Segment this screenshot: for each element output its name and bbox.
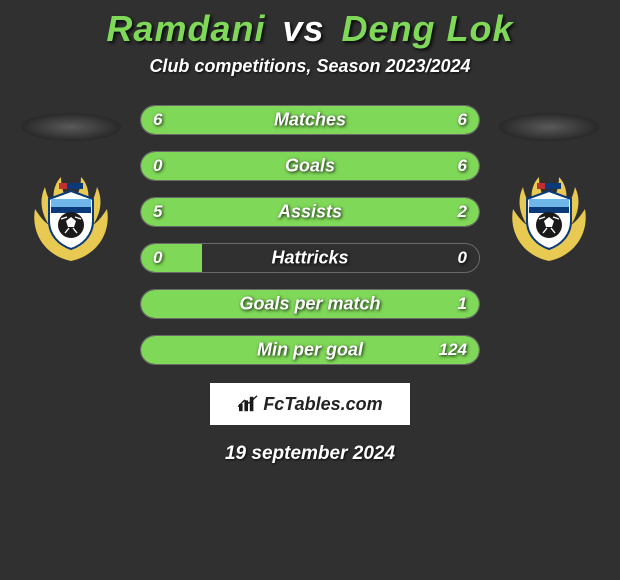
stat-value-right: 6 xyxy=(458,110,467,130)
comparison-container: Ramdani vs Deng Lok Club competitions, S… xyxy=(0,0,620,465)
attribution-text: FcTables.com xyxy=(263,394,382,415)
stat-bar: Matches 6 6 xyxy=(140,105,480,135)
stat-bar: Min per goal 124 xyxy=(140,335,480,365)
stat-value-right: 124 xyxy=(439,340,467,360)
stat-label: Matches xyxy=(274,110,346,131)
subtitle: Club competitions, Season 2023/2024 xyxy=(149,56,470,77)
date-text: 19 september 2024 xyxy=(225,443,395,465)
stat-value-right: 6 xyxy=(458,156,467,176)
stat-label: Goals per match xyxy=(239,294,380,315)
stat-label: Min per goal xyxy=(257,340,363,361)
stat-value-right: 1 xyxy=(458,294,467,314)
page-title: Ramdani vs Deng Lok xyxy=(106,8,513,50)
stat-label: Goals xyxy=(285,156,335,177)
bar-fill-left xyxy=(141,198,381,226)
stat-label: Assists xyxy=(278,202,342,223)
stat-bar: Assists 5 2 xyxy=(140,197,480,227)
stat-value-right: 0 xyxy=(458,248,467,268)
bar-fill-left xyxy=(141,244,202,272)
stat-value-left: 0 xyxy=(153,248,162,268)
right-column xyxy=(494,105,604,269)
player2-club-badge xyxy=(499,169,599,269)
chart-icon xyxy=(237,395,259,413)
player1-silhouette xyxy=(21,113,121,141)
shield-icon xyxy=(527,191,571,249)
stat-value-right: 2 xyxy=(458,202,467,222)
player1-club-badge xyxy=(21,169,121,269)
stat-value-left: 6 xyxy=(153,110,162,130)
stat-value-left: 0 xyxy=(153,156,162,176)
vs-text: vs xyxy=(282,8,324,49)
stat-bar: Goals 0 6 xyxy=(140,151,480,181)
stat-bar: Hattricks 0 0 xyxy=(140,243,480,273)
stat-bar: Goals per match 1 xyxy=(140,289,480,319)
stats-bars: Matches66Goals06Assists52Hattricks00Goal… xyxy=(140,105,480,365)
left-column xyxy=(16,105,126,269)
stat-label: Hattricks xyxy=(271,248,348,269)
player2-name: Deng Lok xyxy=(342,8,514,49)
player2-silhouette xyxy=(499,113,599,141)
main-row: Matches66Goals06Assists52Hattricks00Goal… xyxy=(0,105,620,365)
stat-value-left: 5 xyxy=(153,202,162,222)
shield-icon xyxy=(49,191,93,249)
attribution-box: FcTables.com xyxy=(210,383,410,425)
player1-name: Ramdani xyxy=(106,8,265,49)
